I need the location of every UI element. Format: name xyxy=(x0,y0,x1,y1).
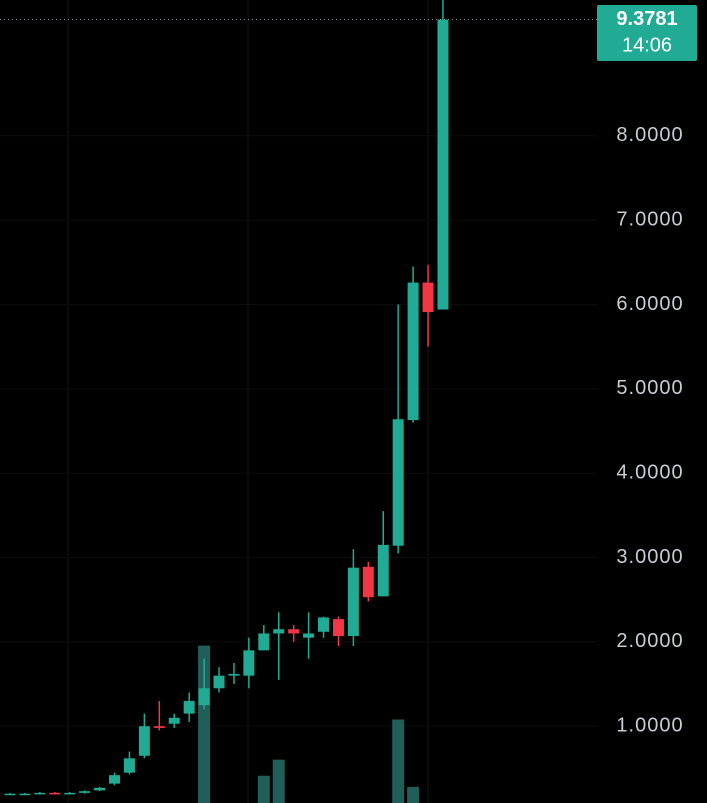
candle-body xyxy=(273,629,285,634)
candle-body xyxy=(79,791,91,793)
volume-bar xyxy=(392,719,405,803)
candle-body xyxy=(19,793,31,796)
candle-body xyxy=(4,793,16,796)
y-tick-label: 6.0000 xyxy=(616,293,683,315)
candle-body xyxy=(198,688,210,706)
candle-body xyxy=(437,19,449,310)
candle-body xyxy=(243,650,255,676)
candle-body xyxy=(213,675,225,689)
y-tick-label: 2.0000 xyxy=(616,630,683,652)
candle-body xyxy=(318,617,330,632)
volume-bar xyxy=(198,645,211,803)
countdown-label: 14:06 xyxy=(622,34,672,56)
y-tick-label: 1.0000 xyxy=(616,715,683,737)
candle-body xyxy=(362,566,374,598)
volume-bar xyxy=(257,775,270,803)
candle-body xyxy=(94,787,106,791)
candle-body xyxy=(138,726,150,756)
candle-body xyxy=(347,567,359,636)
candle-body xyxy=(34,792,46,795)
candle-body xyxy=(258,633,270,651)
y-tick-label: 8.0000 xyxy=(616,124,683,146)
candle-body xyxy=(422,282,434,313)
candle-body xyxy=(123,758,135,773)
candle-body xyxy=(168,717,180,724)
candle-body xyxy=(183,700,195,714)
candle-body xyxy=(49,792,61,795)
y-tick-label: 5.0000 xyxy=(616,377,683,399)
candle-body xyxy=(64,792,76,795)
volume-bar xyxy=(272,759,285,803)
candle-body xyxy=(332,619,344,636)
candle-body xyxy=(153,726,165,728)
y-tick-label: 4.0000 xyxy=(616,461,683,483)
last-price-label: 9.3781 xyxy=(616,8,677,30)
candle-body xyxy=(303,633,315,638)
candle-body xyxy=(377,544,389,597)
last-price-badge xyxy=(597,5,697,61)
candle-body xyxy=(392,419,404,546)
volume-bar xyxy=(407,786,420,803)
candle-body xyxy=(228,673,240,676)
y-tick-label: 7.0000 xyxy=(616,208,683,230)
y-tick-label: 3.0000 xyxy=(616,546,683,568)
candle-body xyxy=(407,282,419,421)
candle-body xyxy=(288,629,300,634)
candle-body xyxy=(109,775,121,784)
